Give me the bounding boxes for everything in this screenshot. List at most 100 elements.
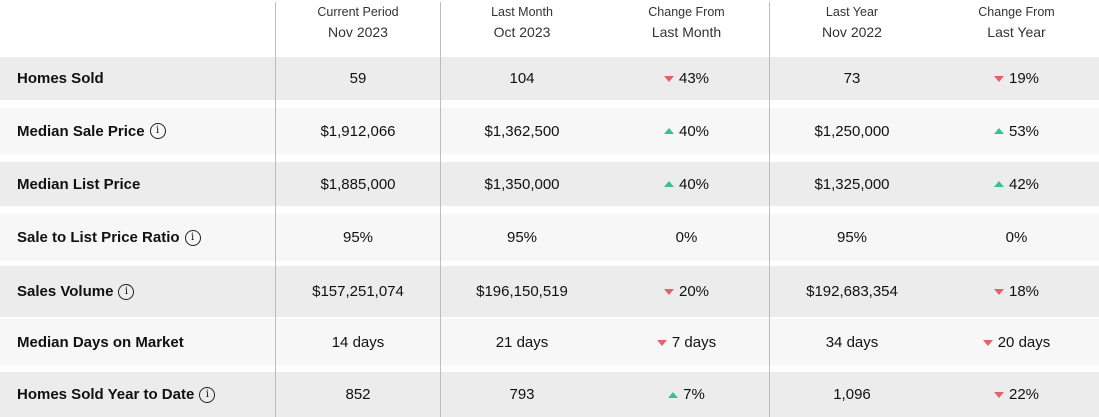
cell-last-month: $1,362,500	[440, 108, 604, 154]
cell-value: 852	[345, 386, 371, 403]
cell-current-period: $1,885,000	[277, 162, 439, 206]
cell-value: $1,350,000	[484, 175, 560, 193]
cell-value: $1,885,000	[320, 175, 396, 193]
cell-last-month: 793	[440, 372, 604, 417]
change-value: 20 days	[997, 334, 1051, 351]
cell-last-year: 1,096	[770, 372, 934, 417]
cell-change-last-month: 7%	[604, 372, 769, 417]
cell-value: 59	[349, 70, 367, 87]
column-divider	[440, 2, 441, 417]
change-value: 53%	[1008, 122, 1040, 140]
table-row: Median Days on Market 14 days 21 days 7 day…	[0, 319, 1099, 366]
triangle-down-icon	[993, 75, 1004, 82]
info-icon[interactable]: i	[118, 283, 135, 300]
row-label-text: Median Days on Market	[17, 334, 184, 351]
change-value: 40%	[678, 175, 710, 193]
row-label-text: Sales Volume	[17, 283, 114, 300]
cell-value: 793	[509, 386, 535, 403]
header-line2: Oct 2023	[493, 24, 551, 40]
header-line2: Last Year	[987, 24, 1046, 40]
cell-value: 95%	[836, 229, 868, 246]
change-value: 19%	[1008, 70, 1040, 87]
cell-value: 95%	[506, 229, 538, 246]
row-label: Homes Sold Year to Date i	[17, 372, 216, 417]
cell-value: 73	[843, 70, 861, 87]
cell-last-month: $196,150,519	[440, 266, 604, 317]
row-label-text: Homes Sold Year to Date	[17, 386, 195, 403]
row-label-text: Sale to List Price Ratio	[17, 229, 180, 246]
header-line2: Nov 2023	[328, 24, 388, 40]
table-row: Homes Sold 59 104 43% 73 19%	[0, 57, 1099, 100]
cell-change-last-month: 40%	[604, 108, 769, 154]
cell-change-last-month: 0%	[604, 214, 769, 261]
cell-last-month: 95%	[440, 214, 604, 261]
cell-current-period: $1,912,066	[277, 108, 439, 154]
triangle-up-icon	[663, 181, 674, 187]
cell-change-last-month: 43%	[604, 57, 769, 100]
row-label: Median Sale Price i	[17, 108, 166, 154]
cell-change-last-year: 19%	[934, 57, 1099, 100]
cell-value: $157,251,074	[312, 283, 404, 300]
change-value: 7 days	[671, 334, 717, 351]
cell-current-period: 852	[277, 372, 439, 417]
triangle-up-icon	[668, 391, 679, 398]
row-label-text: Median Sale Price	[17, 122, 145, 140]
cell-current-period: 95%	[277, 214, 439, 261]
header-last-month: Last Month Oct 2023	[440, 4, 604, 43]
cell-last-year: 34 days	[770, 319, 934, 366]
cell-change-last-month: 20%	[604, 266, 769, 317]
cell-last-year: $1,325,000	[770, 162, 934, 206]
table-row: Homes Sold Year to Date i 852 793 7% 1,096 22%	[0, 372, 1099, 417]
header-line1: Current Period	[317, 5, 399, 19]
cell-current-period: 59	[277, 57, 439, 100]
cell-last-year: 73	[770, 57, 934, 100]
table-row: Median List Price $1,885,000 $1,350,000 40%…	[0, 162, 1099, 206]
header-line1: Last Month	[491, 5, 553, 19]
cell-current-period: 14 days	[277, 319, 439, 366]
cell-change-last-year: 42%	[934, 162, 1099, 206]
row-label-text: Median List Price	[17, 175, 141, 193]
change-value: 42%	[1008, 175, 1040, 193]
cell-change-last-year: 53%	[934, 108, 1099, 154]
cell-last-month: $1,350,000	[440, 162, 604, 206]
info-icon[interactable]: i	[184, 229, 201, 246]
cell-change-last-year: 20 days	[934, 319, 1099, 366]
change-value: 20%	[678, 283, 710, 300]
cell-last-month: 21 days	[440, 319, 604, 366]
row-label: Median List Price	[17, 162, 140, 206]
header-line1: Last Year	[825, 5, 879, 19]
info-icon[interactable]: i	[149, 123, 166, 139]
row-label: Sale to List Price Ratio i	[17, 214, 201, 261]
cell-value: $1,325,000	[814, 175, 890, 193]
cell-value: $196,150,519	[476, 283, 568, 300]
cell-value: 14 days	[331, 334, 385, 351]
cell-value: 95%	[342, 229, 374, 246]
change-value: 7%	[683, 386, 705, 403]
change-value: 40%	[678, 122, 710, 140]
cell-value: 21 days	[495, 334, 549, 351]
cell-last-month: 104	[440, 57, 604, 100]
header-last-year: Last Year Nov 2022	[770, 4, 934, 43]
cell-value: $1,250,000	[814, 122, 890, 140]
change-value: 18%	[1008, 283, 1040, 300]
cell-last-year: 95%	[770, 214, 934, 261]
cell-change-last-year: 18%	[934, 266, 1099, 317]
header-change-last-year: Change From Last Year	[934, 4, 1099, 43]
cell-value: $1,362,500	[484, 122, 560, 140]
header-current-period: Current Period Nov 2023	[277, 4, 439, 43]
row-label: Median Days on Market	[17, 319, 184, 366]
row-label-text: Homes Sold	[17, 70, 104, 87]
header-line1: Change From	[648, 5, 725, 19]
column-divider	[769, 2, 770, 417]
cell-value: $192,683,354	[806, 283, 898, 300]
triangle-down-icon	[663, 75, 674, 82]
table-row: Sale to List Price Ratio i 95% 95% 0% 95% 0%	[0, 214, 1099, 261]
triangle-down-icon	[993, 288, 1004, 295]
change-value: 0%	[675, 229, 698, 246]
info-icon[interactable]: i	[199, 386, 216, 403]
column-divider	[275, 2, 276, 417]
cell-change-last-month: 7 days	[604, 319, 769, 366]
cell-change-last-year: 22%	[934, 372, 1099, 417]
cell-value: $1,912,066	[320, 122, 396, 140]
